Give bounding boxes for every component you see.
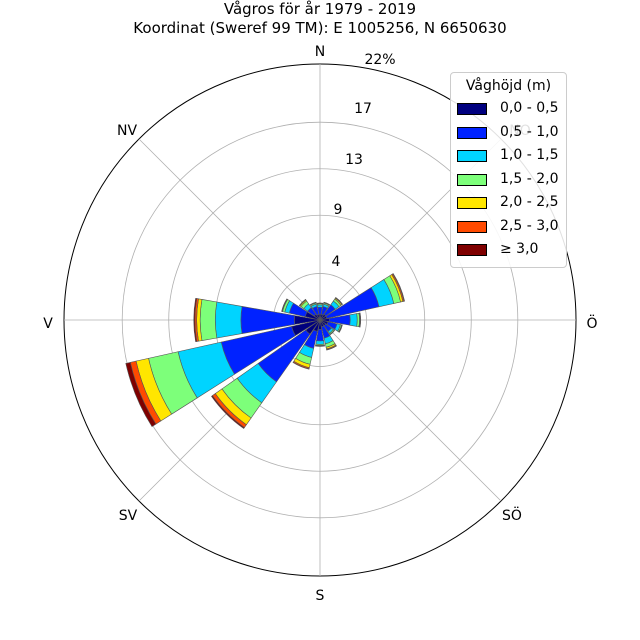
bar-segment-ONO-6 — [392, 273, 405, 302]
legend-entry: 1,0 - 1,5 — [451, 145, 566, 169]
bar-segment-NV-6 — [298, 298, 307, 307]
bar-segment-V-6 — [193, 297, 198, 343]
chart-subtitle: Koordinat (Sweref 99 TM): E 1005256, N 6… — [133, 19, 507, 37]
direction-label-3: SÖ — [502, 506, 522, 524]
radial-tick-label: 4 — [332, 254, 341, 270]
bar-segment-SÖ-5 — [329, 329, 336, 336]
bar-segment-SV-6 — [211, 395, 245, 429]
legend-swatch — [457, 150, 487, 162]
radial-tick-labels: 4 9 13 17 22% — [332, 52, 396, 270]
legend-title: Våghöjd (m) — [465, 78, 552, 94]
legend-swatch — [457, 173, 487, 186]
bar-segment-Ö-2 — [349, 313, 358, 327]
legend-label: 1,0 - 1,5 — [500, 147, 559, 163]
legend-label: 2,5 - 3,0 — [500, 217, 559, 234]
legend-label: ≥ 3,0 — [500, 241, 539, 257]
bar-segment-S-5 — [315, 345, 325, 347]
radial-tick-label: 22% — [364, 52, 395, 68]
bar-segment-VSV-6 — [125, 362, 157, 428]
legend-label: 2,0 - 2,5 — [500, 194, 559, 210]
direction-label-6: V — [43, 316, 53, 332]
legend-entry: 0,5 - 1,0 — [451, 122, 566, 146]
direction-label-5: SV — [119, 508, 138, 524]
bar-segment-V-3 — [199, 299, 218, 341]
legend-swatch — [457, 103, 487, 115]
bar-segment-SSO-6 — [326, 345, 337, 351]
direction-label-2: Ö — [586, 314, 597, 332]
legend-label: 0,0 - 0,5 — [500, 100, 559, 116]
legend-swatch — [457, 244, 487, 256]
grid-spoke — [319, 319, 502, 502]
bar-segment-NNV-5 — [309, 301, 317, 306]
chart-title: Vågros för år 1979 - 2019 — [223, 0, 417, 18]
legend-entry: 2,5 - 3,0 — [451, 216, 566, 240]
legend-swatch — [457, 197, 487, 209]
bar-segment-V-2 — [215, 301, 243, 339]
direction-label-4: S — [316, 588, 325, 604]
legend-entry: 1,5 - 2,0 — [451, 169, 566, 193]
radial-tick-label: 9 — [334, 202, 343, 218]
legend-entry: 0,0 - 0,5 — [451, 98, 566, 122]
legend: Våghöjd (m) 0,0 - 0,5 0,5 - 1,0 1,0 - 1,5 1… — [450, 72, 567, 268]
legend-swatch — [457, 220, 487, 233]
direction-label-7: NV — [117, 123, 137, 139]
bar-segment-Ö-6 — [359, 312, 362, 328]
bar-segment-NNO-5 — [323, 301, 331, 306]
legend-entry: ≥ 3,0 — [451, 239, 566, 263]
radial-tick-label: 13 — [345, 152, 363, 168]
bars — [125, 273, 405, 429]
grid-spoke — [138, 138, 321, 321]
bar-segment-SSV-6 — [292, 361, 310, 370]
radial-tick-label: 17 — [354, 101, 372, 117]
grid — [63, 63, 577, 577]
legend-label: 0,5 - 1,0 — [500, 123, 559, 140]
bar-segment-OSO-5 — [338, 324, 343, 333]
direction-label-0: N — [315, 44, 325, 60]
legend-swatch — [457, 126, 487, 139]
legend-label: 1,5 - 2,0 — [500, 170, 559, 187]
bar-segment-NO-6 — [335, 297, 343, 305]
bar-segment-S-2 — [315, 340, 325, 345]
legend-entry: 2,0 - 2,5 — [451, 192, 566, 216]
bar-segment-VNV-5 — [281, 298, 288, 312]
